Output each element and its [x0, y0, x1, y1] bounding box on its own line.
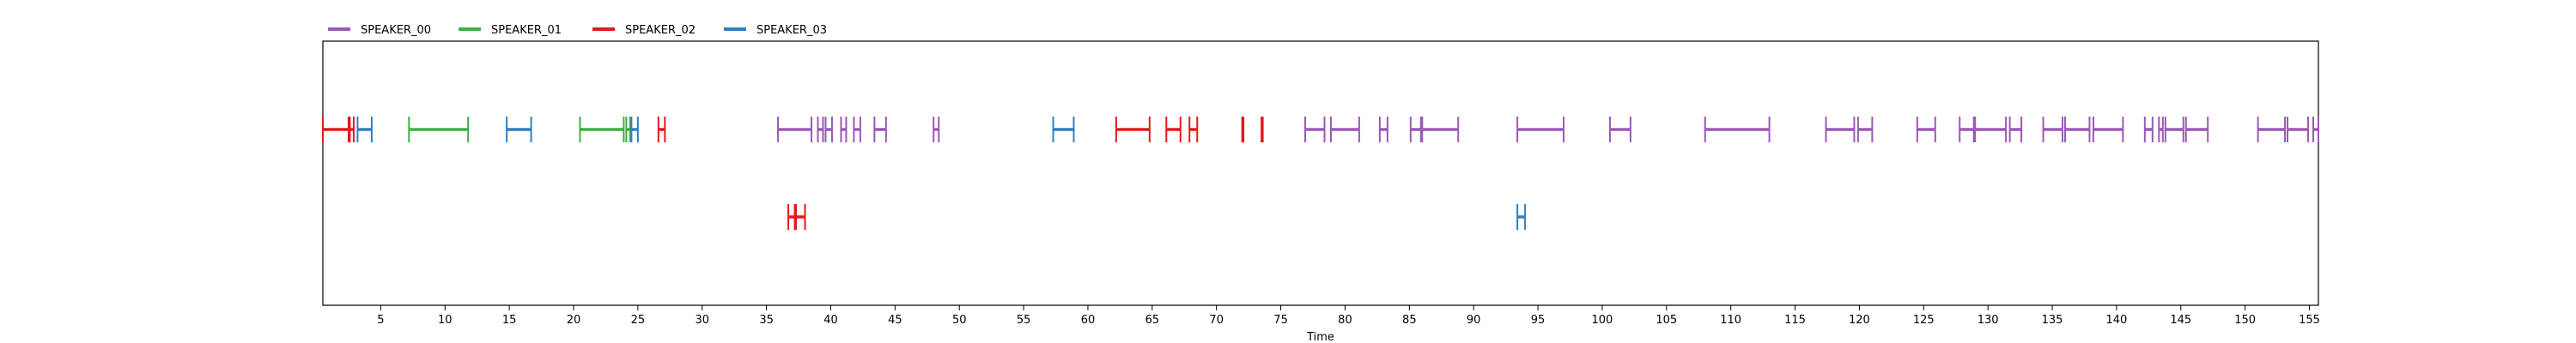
segment-speaker_02: [1241, 117, 1245, 142]
segment-speaker_00: [1409, 117, 1422, 142]
segment-speaker_00: [1704, 117, 1771, 142]
segment-speaker_00: [2064, 117, 2091, 142]
segment-speaker_02: [1165, 117, 1182, 142]
segment-speaker_03: [506, 117, 532, 142]
legend-label-speaker_02: SPEAKER_02: [625, 24, 696, 37]
segment-speaker_02: [349, 117, 355, 142]
segment-speaker_00: [873, 117, 887, 142]
x-tick-label: 80: [1338, 314, 1352, 327]
segment-speaker_00: [1916, 117, 1936, 142]
segment-speaker_00: [2164, 117, 2184, 142]
segment-speaker_00: [2042, 117, 2064, 142]
x-tick-label: 155: [2299, 314, 2320, 327]
x-tick-label: 120: [1849, 314, 1870, 327]
segment-speaker_00: [1304, 117, 1326, 142]
segment-speaker_01: [579, 117, 625, 142]
x-tick-label: 65: [1145, 314, 1160, 327]
x-tick-label: 140: [2105, 314, 2127, 327]
x-tick-label: 95: [1531, 314, 1546, 327]
segment-speaker_02: [1261, 117, 1264, 142]
x-tick-label: 100: [1592, 314, 1613, 327]
legend-label-speaker_01: SPEAKER_01: [491, 24, 562, 37]
segment-speaker_00: [1825, 117, 1856, 142]
segment-speaker_00: [2158, 117, 2164, 142]
segment-speaker_00: [2312, 117, 2319, 142]
segment-speaker_00: [1421, 117, 1460, 142]
x-tick-label: 90: [1467, 314, 1481, 327]
x-tick-label: 30: [695, 314, 709, 327]
segment-speaker_03: [630, 117, 639, 142]
x-tick-label: 35: [759, 314, 774, 327]
x-tick-label: 150: [2234, 314, 2256, 327]
segment-speaker_00: [777, 117, 813, 142]
x-tick-label: 20: [567, 314, 581, 327]
segment-speaker_00: [2143, 117, 2154, 142]
legend-label-speaker_03: SPEAKER_03: [756, 24, 827, 37]
segment-speaker_00: [2092, 117, 2124, 142]
x-tick-label: 110: [1720, 314, 1741, 327]
segment-speaker_00: [1856, 117, 1874, 142]
x-axis-label: Time: [1306, 331, 1334, 343]
segment-speaker_02: [787, 204, 796, 230]
segment-speaker_00: [817, 117, 824, 142]
segment-speaker_00: [2287, 117, 2310, 142]
x-tick-label: 125: [1913, 314, 1935, 327]
segment-speaker_01: [408, 117, 470, 142]
segment-speaker_00: [824, 117, 833, 142]
x-tick-label: 55: [1017, 314, 1031, 327]
x-tick-label: 60: [1081, 314, 1096, 327]
segment-speaker_02: [322, 117, 349, 142]
x-tick-label: 145: [2170, 314, 2191, 327]
segment-speaker_02: [795, 204, 806, 230]
x-tick-label: 15: [502, 314, 517, 327]
x-tick-label: 40: [823, 314, 838, 327]
segment-speaker_00: [1329, 117, 1360, 142]
segment-speaker_01: [625, 117, 631, 142]
x-tick-label: 5: [377, 314, 384, 327]
segment-speaker_00: [1608, 117, 1631, 142]
x-axis: 5 10 15 20 25 30 35 40 45 50 55 60 65 70 75 80 85 90 95 100…: [377, 305, 2320, 327]
x-tick-label: 70: [1209, 314, 1224, 327]
segments-layer: [322, 117, 2319, 230]
x-tick-label: 75: [1273, 314, 1288, 327]
x-tick-label: 115: [1784, 314, 1806, 327]
segment-speaker_00: [2184, 117, 2209, 142]
segment-speaker_00: [933, 117, 940, 142]
segment-speaker_02: [657, 117, 666, 142]
segment-speaker_00: [2008, 117, 2023, 142]
x-tick-label: 25: [631, 314, 646, 327]
legend: SPEAKER_00 SPEAKER_01 SPEAKER_02 SPEAKER_03: [328, 24, 827, 37]
plot-area: [322, 40, 2319, 306]
x-tick-label: 50: [952, 314, 967, 327]
segment-speaker_02: [1115, 117, 1151, 142]
segment-speaker_03: [356, 117, 373, 142]
segment-speaker_00: [1974, 117, 2008, 142]
segment-speaker_00: [1959, 117, 1975, 142]
segment-speaker_00: [1378, 117, 1388, 142]
x-tick-label: 105: [1656, 314, 1677, 327]
x-tick-label: 45: [888, 314, 902, 327]
segment-speaker_00: [1516, 117, 1565, 142]
x-tick-label: 85: [1402, 314, 1417, 327]
x-tick-label: 135: [2042, 314, 2063, 327]
segment-speaker_00: [840, 117, 848, 142]
segment-speaker_00: [853, 117, 861, 142]
segment-speaker_00: [2257, 117, 2287, 142]
segment-speaker_02: [1188, 117, 1199, 142]
x-tick-label: 10: [438, 314, 453, 327]
x-tick-label: 130: [1978, 314, 1999, 327]
legend-label-speaker_00: SPEAKER_00: [361, 24, 431, 37]
segment-speaker_03: [1516, 204, 1527, 230]
segment-speaker_03: [1052, 117, 1075, 142]
